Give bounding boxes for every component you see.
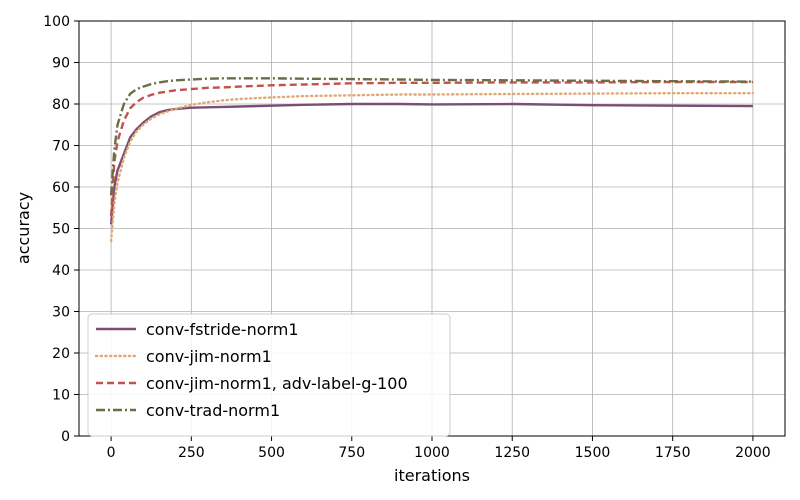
y-tick-label: 50 bbox=[52, 222, 70, 238]
y-tick-label: 40 bbox=[52, 263, 70, 279]
x-tick-label: 750 bbox=[338, 445, 365, 461]
x-tick-label: 1250 bbox=[494, 445, 530, 461]
y-tick-label: 90 bbox=[52, 56, 70, 72]
y-tick-label: 10 bbox=[52, 388, 70, 404]
legend: conv-fstride-norm1 conv-jim-norm1 conv-jim… bbox=[87, 313, 451, 437]
legend-label: conv-jim-norm1, adv-label-g-100 bbox=[146, 374, 408, 393]
series-lines bbox=[109, 77, 755, 243]
series-line-conv-fstride-norm1 bbox=[109, 102, 753, 225]
legend-label: conv-trad-norm1 bbox=[146, 401, 280, 420]
x-tick-label: 500 bbox=[258, 445, 285, 461]
x-tick-label: 250 bbox=[178, 445, 205, 461]
series-line-conv-jim-norm1 bbox=[109, 91, 755, 243]
x-tick-label: 0 bbox=[107, 445, 116, 461]
y-axis-ticks: 0 10 20 30 40 50 60 70 80 90 100 bbox=[43, 14, 79, 445]
y-tick-label: 0 bbox=[61, 429, 70, 445]
series-line-conv-jim-norm1-adv-label-g-100 bbox=[109, 80, 753, 217]
y-tick-label: 70 bbox=[52, 139, 70, 155]
x-tick-label: 2000 bbox=[735, 445, 771, 461]
series-line-conv-trad-norm1 bbox=[109, 77, 753, 196]
x-axis-label: iterations bbox=[394, 466, 470, 485]
x-tick-label: 1750 bbox=[655, 445, 691, 461]
legend-label: conv-fstride-norm1 bbox=[146, 320, 299, 339]
y-tick-label: 30 bbox=[52, 305, 70, 321]
y-tick-label: 60 bbox=[52, 180, 70, 196]
x-axis-ticks: 0 250 500 750 1000 1250 1500 1750 2000 bbox=[107, 436, 771, 461]
x-tick-label: 1000 bbox=[414, 445, 450, 461]
x-tick-label: 1500 bbox=[575, 445, 611, 461]
legend-box bbox=[87, 313, 451, 437]
y-tick-label: 20 bbox=[52, 346, 70, 362]
legend-label: conv-jim-norm1 bbox=[146, 347, 272, 366]
y-axis-label: accuracy bbox=[14, 192, 33, 264]
y-tick-label: 80 bbox=[52, 97, 70, 113]
y-tick-label: 100 bbox=[43, 14, 70, 30]
